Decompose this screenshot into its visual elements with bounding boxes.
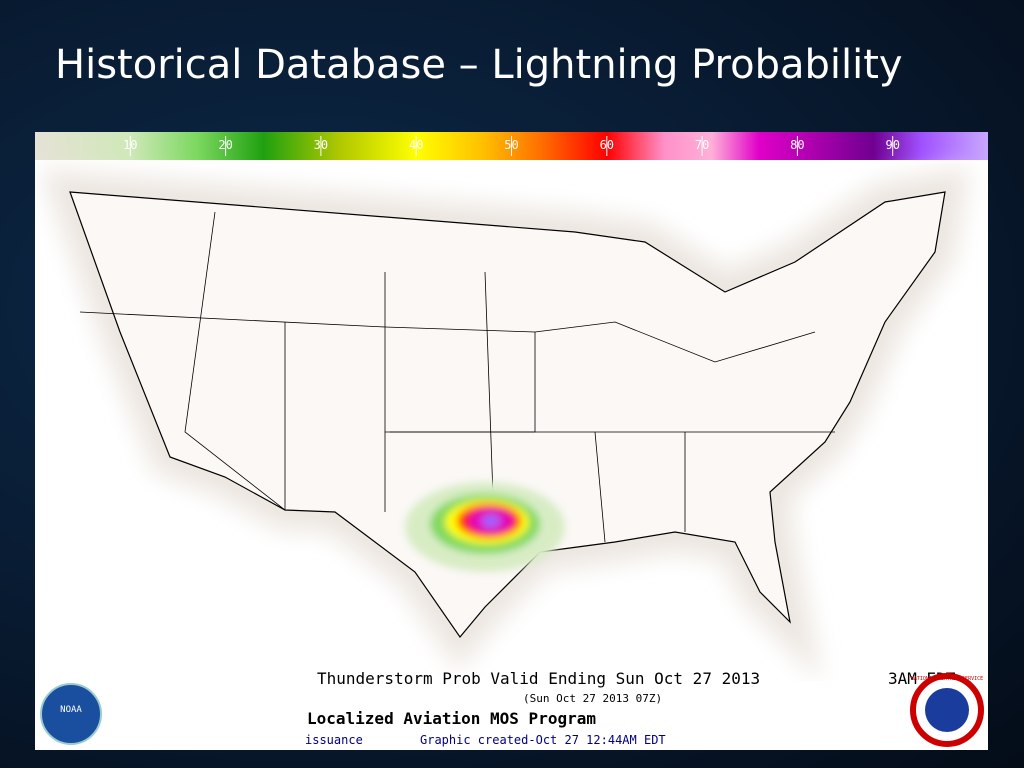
colorbar-tick-label: 50 <box>504 138 518 152</box>
colorbar-tick-label: 60 <box>600 138 614 152</box>
colorbar-tick-label: 30 <box>314 138 328 152</box>
colorbar-tick-label: 20 <box>218 138 232 152</box>
noaa-logo-text: NOAA <box>60 705 82 715</box>
nws-logo-text: NATIONAL WEATHER SERVICE <box>911 676 983 682</box>
program-name: Localized Aviation MOS Program <box>307 709 596 728</box>
noaa-logo <box>40 683 102 745</box>
colorbar-tick-label: 40 <box>409 138 423 152</box>
issuance-label: issuance <box>305 733 363 747</box>
probability-field <box>405 482 565 572</box>
nws-logo-center <box>925 688 969 732</box>
slide-title: Historical Database – Lightning Probabil… <box>55 42 903 88</box>
state-lines <box>79 211 835 553</box>
colorbar-tick-label: 90 <box>885 138 899 152</box>
map-panel: 10 20 30 40 50 60 70 80 90 Thunderstorm Prob Val… <box>35 132 988 750</box>
colorbar-tick-label: 80 <box>790 138 804 152</box>
map-caption: Thunderstorm Prob Valid Ending Sun Oct 2… <box>317 669 760 688</box>
colorbar-tick-label: 10 <box>123 138 137 152</box>
created-label: Graphic created-Oct 27 12:44AM EDT <box>420 733 666 747</box>
colorbar-tick-label: 70 <box>695 138 709 152</box>
us-outline <box>69 191 946 638</box>
map-utc: (Sun Oct 27 2013 07Z) <box>523 692 662 705</box>
